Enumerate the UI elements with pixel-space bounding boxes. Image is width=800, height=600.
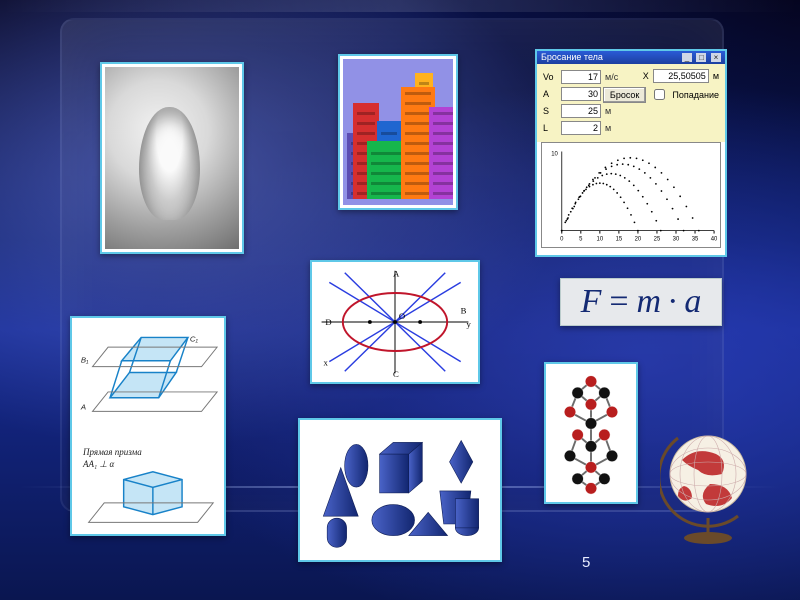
globe-svg bbox=[660, 420, 756, 546]
molecule-image bbox=[544, 362, 638, 504]
svg-text:5: 5 bbox=[579, 236, 583, 242]
field-s-input[interactable] bbox=[561, 104, 601, 118]
svg-text:A: A bbox=[393, 269, 400, 279]
field-s-unit: м bbox=[605, 106, 611, 116]
multiply-dot: · bbox=[667, 283, 678, 321]
bust-image bbox=[100, 62, 244, 254]
field-a-input[interactable] bbox=[561, 87, 601, 101]
ellipse-render: A B C D O y x bbox=[315, 265, 475, 379]
bust-render bbox=[105, 67, 239, 249]
ellipse-image: A B C D O y x bbox=[310, 260, 480, 384]
hit-checkbox[interactable] bbox=[654, 89, 665, 100]
prism-render: A C₁ B₁ Прямая призма AA₁ ⊥ α bbox=[75, 321, 221, 531]
svg-text:40: 40 bbox=[711, 236, 718, 242]
globe-image bbox=[660, 420, 756, 546]
svg-text:35: 35 bbox=[692, 236, 699, 242]
prism-svg: A C₁ B₁ bbox=[75, 321, 221, 531]
svg-text:20: 20 bbox=[635, 236, 642, 242]
svg-text:30: 30 bbox=[673, 236, 680, 242]
slide: Бросание тела _ □ × Vo м/с A град S м bbox=[0, 0, 800, 600]
hit-row: Бросок Попадание bbox=[603, 86, 719, 103]
city-render bbox=[343, 59, 453, 205]
simulator-title: Бросание тела bbox=[541, 51, 603, 64]
molecule-svg bbox=[549, 367, 633, 499]
formula-box: F = m · a bbox=[560, 278, 722, 326]
top-highlight bbox=[0, 0, 800, 12]
formula-lhs: F bbox=[581, 283, 602, 321]
field-l-input[interactable] bbox=[561, 121, 601, 135]
field-s-row: S м bbox=[543, 102, 719, 119]
hit-label: Попадание bbox=[672, 90, 719, 100]
minimize-icon[interactable]: _ bbox=[682, 53, 692, 62]
svg-text:25: 25 bbox=[654, 236, 661, 242]
svg-text:D: D bbox=[325, 317, 331, 327]
formula-a: a bbox=[684, 283, 701, 321]
simulator-right-panel: X м Бросок Попадание bbox=[603, 69, 719, 103]
shapes-svg bbox=[303, 423, 497, 557]
svg-text:A: A bbox=[80, 402, 86, 411]
prism-image: A C₁ B₁ Прямая призма AA₁ ⊥ α bbox=[70, 316, 226, 536]
simulator-form: Vo м/с A град S м L м X bbox=[537, 64, 725, 142]
field-x-input[interactable] bbox=[653, 69, 709, 83]
svg-text:10: 10 bbox=[551, 151, 558, 157]
svg-text:C: C bbox=[393, 369, 399, 379]
equals-sign: = bbox=[609, 283, 628, 321]
field-vo-label: Vo bbox=[543, 72, 557, 82]
simulator-titlebar[interactable]: Бросание тела _ □ × bbox=[537, 51, 725, 64]
molecule-render bbox=[549, 367, 633, 499]
svg-text:C₁: C₁ bbox=[190, 334, 199, 343]
svg-text:0: 0 bbox=[560, 236, 564, 242]
field-x-label: X bbox=[643, 71, 649, 81]
simulator-chart: 0 5 10 15 20 25 30 35 40 10 bbox=[541, 142, 721, 248]
prism-label-2: AA₁ ⊥ α bbox=[83, 459, 114, 470]
throw-button[interactable]: Бросок bbox=[603, 87, 646, 103]
shapes-image bbox=[298, 418, 502, 562]
close-icon[interactable]: × bbox=[711, 53, 721, 62]
shapes-render bbox=[303, 423, 497, 557]
formula-m: m bbox=[637, 283, 662, 321]
prism-label-1: Прямая призма bbox=[83, 447, 142, 457]
field-vo-input[interactable] bbox=[561, 70, 601, 84]
svg-text:x: x bbox=[324, 357, 329, 367]
svg-text:B: B bbox=[461, 305, 467, 315]
svg-text:B₁: B₁ bbox=[81, 356, 89, 365]
svg-text:10: 10 bbox=[597, 236, 604, 242]
field-l-unit: м bbox=[605, 123, 611, 133]
ellipse-svg: A B C D O y x bbox=[315, 265, 475, 379]
field-a-label: A bbox=[543, 89, 557, 99]
svg-text:O: O bbox=[399, 311, 405, 321]
field-s-label: S bbox=[543, 106, 557, 116]
field-x-unit: м bbox=[713, 71, 719, 81]
field-x-row: X м bbox=[643, 69, 719, 83]
trajectory-plot: 0 5 10 15 20 25 30 35 40 10 bbox=[542, 143, 720, 247]
svg-text:y: y bbox=[466, 319, 471, 329]
city-image bbox=[338, 54, 458, 210]
field-l-row: L м bbox=[543, 119, 719, 136]
maximize-icon[interactable]: □ bbox=[696, 53, 706, 62]
window-buttons: _ □ × bbox=[680, 51, 721, 64]
field-l-label: L bbox=[543, 123, 557, 133]
simulator-window: Бросание тела _ □ × Vo м/с A град S м bbox=[535, 49, 727, 257]
svg-text:15: 15 bbox=[616, 236, 623, 242]
page-number: 5 bbox=[582, 554, 590, 571]
